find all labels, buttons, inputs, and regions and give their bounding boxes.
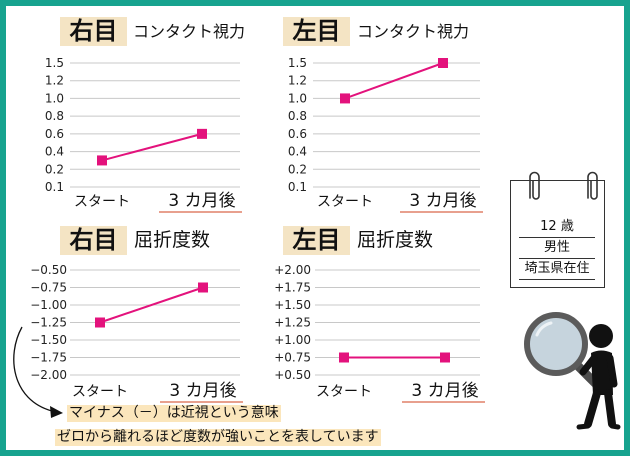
paperclip-icon <box>587 171 598 200</box>
chart-badge-left-eye: 左目 <box>283 226 350 255</box>
y-tick-label: −0.50 <box>30 263 67 277</box>
person-foot-right <box>609 423 621 430</box>
data-point-start <box>95 317 105 328</box>
person-leg-left <box>584 389 601 428</box>
note-line-1: マイナス（－）は近視という意味 <box>67 405 281 422</box>
chart-title-refraction: 屈折度数 <box>357 229 434 251</box>
y-tick-label: −1.75 <box>30 351 67 365</box>
curved-arrow-icon <box>13 326 63 418</box>
x-category-label: スタート <box>72 384 128 400</box>
paperclip-icon <box>529 171 540 200</box>
series-line <box>99 286 204 324</box>
person-head <box>589 324 613 348</box>
x-category-label: スタート <box>316 384 372 400</box>
magnifier-lens <box>524 312 588 376</box>
chart-badge-right-eye: 右目 <box>60 17 127 46</box>
x-category-label: スタート <box>317 194 373 210</box>
chart-badge-left-eye: 左目 <box>283 17 350 46</box>
y-tick-label: +1.00 <box>274 333 311 347</box>
y-tick-label: −2.00 <box>30 368 67 382</box>
y-tick-label: 0.2 <box>288 162 307 176</box>
y-tick-label: 1.0 <box>288 91 307 105</box>
chart-1-plot: 1.5 1.2 1.0 0.8 0.6 0.4 0.2 0.1 スタート 3 カ月後 <box>45 56 242 213</box>
y-tick-label: −1.00 <box>30 298 67 312</box>
x-category-label: 3 カ月後 <box>411 381 478 401</box>
person-arm-right <box>606 354 618 388</box>
data-point-after-3-months <box>440 352 450 363</box>
data-point-after-3-months <box>197 128 207 139</box>
y-tick-label: 0.6 <box>45 127 64 141</box>
y-tick-label: 0.8 <box>45 109 64 123</box>
magnifier-glare <box>535 321 553 337</box>
person-leg-right <box>604 389 616 428</box>
y-tick-label: 1.2 <box>45 74 64 88</box>
x-category-label: 3 カ月後 <box>409 191 476 211</box>
y-tick-label: −1.25 <box>30 316 67 330</box>
y-tick-label: −0.75 <box>30 281 67 295</box>
data-point-start <box>339 352 349 363</box>
arrow-head <box>50 406 63 418</box>
x-category-label: 3 カ月後 <box>168 191 235 211</box>
data-point-after-3-months <box>438 58 448 68</box>
arrow-curve <box>13 326 53 412</box>
note-line-2: ゼロから離れるほど度数が強いことを表しています <box>55 429 381 446</box>
y-tick-label: 1.0 <box>45 91 64 105</box>
y-tick-label: +0.75 <box>274 351 311 365</box>
x-category-label: スタート <box>74 194 130 210</box>
chart-3-plot: −0.50 −0.75 −1.00 −1.25 −1.50 −1.75 −2.00 スタート 3… <box>30 263 243 403</box>
y-tick-label: 0.6 <box>288 127 307 141</box>
y-tick-label: −1.50 <box>30 333 67 347</box>
data-point-start <box>340 93 350 104</box>
profile-age: 12 歳 <box>519 217 595 238</box>
y-tick-label: 1.5 <box>288 56 307 70</box>
chart-4-plot: +2.00 +1.75 +1.50 +1.25 +1.00 +0.75 +0.50 スタート 3… <box>274 263 485 403</box>
series-line <box>101 132 203 162</box>
person-silhouette-icon <box>576 324 621 430</box>
series-line <box>344 62 444 100</box>
person-arm-left <box>579 354 598 376</box>
person-foot-left <box>576 423 591 430</box>
y-tick-label: 0.4 <box>288 145 307 159</box>
y-tick-label: 1.2 <box>288 74 307 88</box>
y-tick-label: 0.1 <box>45 180 64 194</box>
profile-sex: 男性 <box>519 238 595 259</box>
data-point-start <box>97 155 107 166</box>
data-point-after-3-months <box>198 282 208 293</box>
y-tick-label: 0.2 <box>45 162 64 176</box>
y-tick-label: 0.4 <box>45 145 64 159</box>
chart-title-refraction: 屈折度数 <box>134 229 211 251</box>
y-tick-label: +1.25 <box>274 316 311 330</box>
y-tick-label: +1.50 <box>274 298 311 312</box>
y-tick-label: +1.75 <box>274 281 311 295</box>
profile-card: 12 歳 男性 埼玉県在住 <box>510 180 605 288</box>
chart-title-contact-acuity: コンタクト視力 <box>357 22 470 41</box>
y-tick-label: 1.5 <box>45 56 64 70</box>
chart-badge-right-eye: 右目 <box>60 226 127 255</box>
x-category-label: 3 カ月後 <box>169 381 236 401</box>
y-tick-label: +0.50 <box>274 368 311 382</box>
y-tick-label: 0.1 <box>288 180 307 194</box>
chart-2-plot: 1.5 1.2 1.0 0.8 0.6 0.4 0.2 0.1 スタート 3 カ月後 <box>288 56 483 213</box>
y-tick-label: 0.8 <box>288 109 307 123</box>
profile-residence: 埼玉県在住 <box>519 259 595 280</box>
y-tick-label: +2.00 <box>274 263 311 277</box>
chart-title-contact-acuity: コンタクト視力 <box>133 22 246 41</box>
